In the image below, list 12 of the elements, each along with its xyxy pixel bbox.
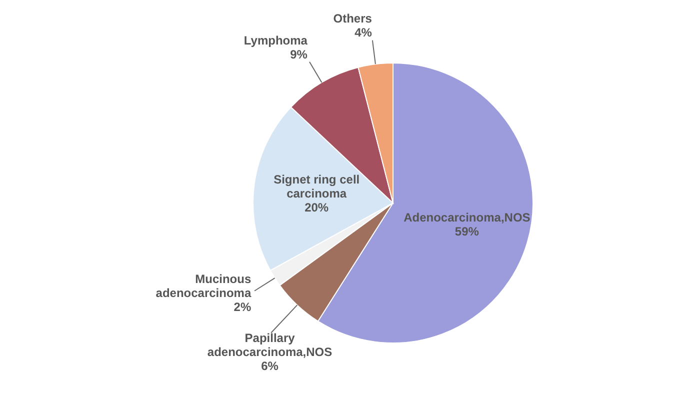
data-label: 59% bbox=[454, 224, 480, 238]
slice-label: Others bbox=[333, 11, 372, 26]
data-label: 20% bbox=[304, 200, 329, 214]
data-label: 6% bbox=[261, 359, 279, 374]
data-label: 4% bbox=[354, 25, 372, 40]
data-label: 2% bbox=[234, 300, 252, 314]
slice-label: Adenocarcinoma,NOS bbox=[404, 210, 530, 224]
slice-label: Mucinous adenocarcinoma bbox=[156, 272, 252, 300]
slice-label: Lymphoma bbox=[244, 33, 308, 48]
slice-label: Signet ring cell carcinoma bbox=[274, 172, 360, 200]
slice-label: Papillary adenocarcinoma,NOS bbox=[207, 331, 332, 360]
data-label: 9% bbox=[290, 47, 308, 62]
